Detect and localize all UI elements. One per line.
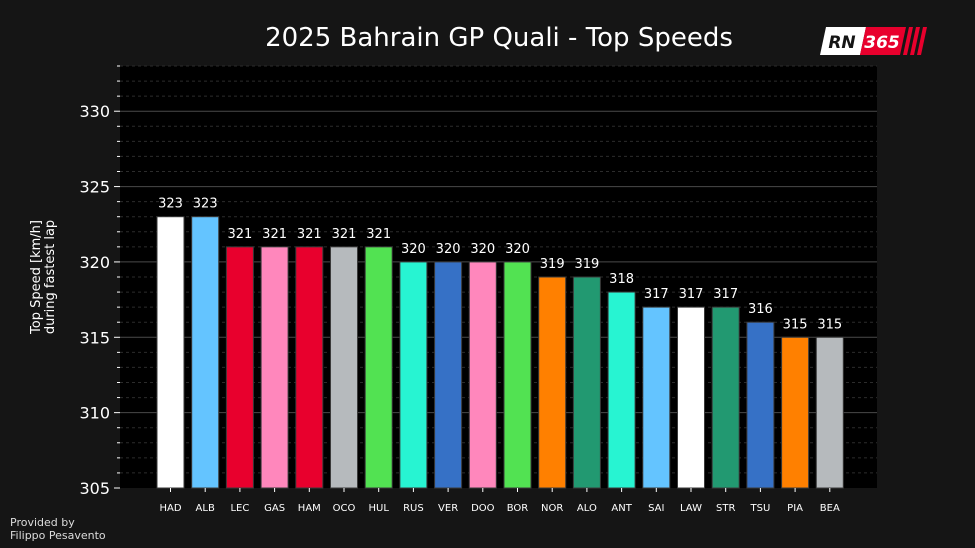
x-tick-label: ALO: [577, 503, 597, 514]
x-tick-label: ANT: [611, 503, 632, 514]
y-axis-label-line-2: during fastest lap: [43, 220, 58, 334]
bar: [538, 276, 567, 489]
x-tick-label: TSU: [750, 503, 771, 514]
bar: [225, 246, 254, 489]
bar: [711, 306, 740, 489]
bar: [607, 291, 636, 489]
bar: [156, 216, 185, 489]
bar-value-label: 321: [332, 227, 357, 242]
y-axis-label-line-1: Top Speed [km/h]: [29, 220, 44, 335]
x-tick-label: BEA: [820, 503, 840, 514]
x-tick-label: VER: [438, 503, 458, 514]
bar: [399, 261, 428, 489]
y-tick-label: 315: [79, 328, 110, 347]
credit-line-1: Provided by: [10, 516, 75, 529]
bar-value-label: 320: [505, 242, 530, 257]
bar: [677, 306, 705, 489]
y-axis-label: Top Speed [km/h] during fastest lap: [29, 220, 58, 335]
bar-value-label: 317: [713, 287, 738, 302]
bar: [642, 306, 671, 489]
bar-value-label: 317: [644, 287, 669, 302]
bar: [815, 336, 844, 489]
credit-line-2: Filippo Pesavento: [10, 529, 106, 542]
bar-value-label: 323: [158, 197, 183, 212]
bar: [503, 261, 532, 489]
bar-value-label: 315: [817, 317, 842, 332]
x-tick-label: BOR: [507, 503, 529, 514]
y-tick-label: 305: [79, 479, 110, 498]
bar-value-label: 320: [470, 242, 495, 257]
x-tick-label: NOR: [541, 503, 563, 514]
y-tick-label: 310: [79, 404, 110, 423]
bar-value-label: 319: [574, 257, 599, 272]
rn365-logo: RN 365: [820, 27, 927, 55]
logo-rn-text: RN: [828, 33, 855, 53]
bar-value-label: 315: [783, 317, 808, 332]
bar-value-label: 320: [436, 242, 461, 257]
x-tick-label: LAW: [680, 503, 702, 514]
chart-title: 2025 Bahrain GP Quali - Top Speeds: [265, 23, 733, 53]
bar: [260, 246, 289, 489]
bar: [191, 216, 220, 489]
bar: [364, 246, 393, 489]
bar: [468, 261, 497, 489]
bar: [781, 336, 810, 489]
bar-value-label: 317: [679, 287, 704, 302]
bar-value-label: 321: [262, 227, 287, 242]
y-axis: 305 310 315 320 325 330: [79, 65, 120, 498]
bar: [572, 276, 601, 489]
bar-value-label: 320: [401, 242, 426, 257]
bar: [295, 246, 324, 489]
bar-value-label: 321: [297, 227, 322, 242]
x-tick-label: ALB: [196, 503, 215, 514]
credit: Provided by Filippo Pesavento: [10, 516, 106, 542]
x-tick-label: PIA: [787, 503, 803, 514]
bar: [746, 321, 775, 489]
y-tick-label: 325: [79, 178, 110, 197]
x-tick-label: HAD: [159, 503, 181, 514]
x-tick-label: HAM: [298, 503, 321, 514]
bar-value-label: 319: [540, 257, 565, 272]
y-tick-label: 320: [79, 253, 110, 272]
x-tick-label: SAI: [648, 503, 664, 514]
bar: [330, 246, 358, 489]
bar-layer: 323 323 321 321 321 321 321 320 320 320 320 319 319 3…: [156, 197, 844, 489]
bar-value-label: 321: [366, 227, 391, 242]
logo-365-text: 365: [864, 33, 900, 53]
x-tick-label: DOO: [471, 503, 495, 514]
bar-value-label: 316: [748, 302, 773, 317]
x-tick-label: GAS: [264, 503, 285, 514]
y-tick-label: 330: [79, 102, 110, 121]
bar-value-label: 323: [193, 197, 218, 212]
x-tick-label: HUL: [368, 503, 389, 514]
bar-value-label: 318: [609, 272, 634, 287]
x-axis: HAD ALB LEC GAS HAM OCO HUL RUS VER DOO BOR NOR ALO A…: [159, 488, 840, 514]
x-tick-label: STR: [716, 503, 735, 514]
x-tick-label: RUS: [403, 503, 424, 514]
bar: [434, 261, 463, 489]
x-tick-label: OCO: [333, 503, 356, 514]
x-tick-label: LEC: [230, 503, 249, 514]
bar-value-label: 321: [227, 227, 252, 242]
